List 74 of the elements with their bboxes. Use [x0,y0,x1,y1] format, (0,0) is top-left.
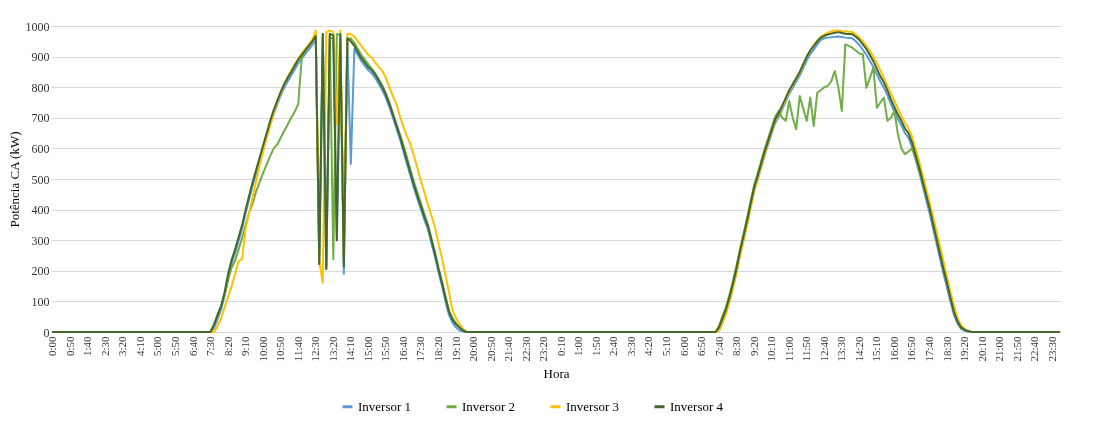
x-tick-label: 1:50 [589,336,602,357]
y-tick-label: 700 [31,111,50,126]
x-tick-label: 5:00 [151,336,164,357]
x-axis-title: Hora [543,365,570,381]
x-tick-label: 23:20 [537,336,550,362]
x-tick-label: 11:40 [291,336,304,362]
x-tick-label: 1:40 [81,336,94,357]
x-tick-label: 23:30 [1045,336,1058,362]
y-tick-label: 100 [31,294,50,309]
x-tick-label: 0:10 [554,336,567,357]
x-tick-label: 18:20 [432,336,445,362]
x-tick-label: 20:50 [484,336,497,362]
x-tick-label: 0:50 [63,336,76,357]
x-tick-label: 7:30 [204,336,217,357]
x-tick-label: 13:20 [326,336,339,362]
x-tick-label: 2:30 [98,336,111,357]
x-tick-label: 20:10 [975,336,988,362]
x-tick-label: 15:50 [379,336,392,362]
legend-label: Inversor 1 [358,398,412,414]
x-tick-label: 10:50 [274,336,287,362]
x-tick-label: 19:10 [449,336,462,362]
x-tick-label: 3:30 [624,336,637,357]
x-tick-label: 1:00 [572,336,585,357]
y-tick-label: 300 [31,233,50,248]
x-tick-label: 15:00 [361,336,374,362]
legend-label: Inversor 2 [462,398,516,414]
x-tick-label: 21:00 [993,336,1006,362]
x-tick-label: 6:50 [695,336,708,357]
x-tick-label: 12:30 [309,336,322,362]
x-tick-label: 14:10 [344,336,357,362]
x-tick-label: 10:00 [256,336,269,362]
x-tick-label: 7:40 [712,336,725,357]
x-tick-label: 4:10 [133,336,146,357]
x-tick-label: 17:40 [922,336,935,362]
x-tick-label: 11:00 [782,336,795,362]
legend-label: Inversor 3 [566,398,620,414]
x-tick-label: 11:50 [800,336,813,362]
x-tick-label: 16:00 [887,336,900,362]
y-tick-label: 200 [31,264,50,279]
y-tick-label: 400 [31,203,50,218]
x-tick-label: 14:20 [852,336,865,362]
x-tick-label: 21:50 [1010,336,1023,362]
x-tick-label: 20:00 [467,336,480,362]
x-tick-label: 8:30 [730,336,743,357]
x-tick-label: 19:20 [958,336,971,362]
x-tick-label: 10:10 [765,336,778,362]
x-tick-label: 6:40 [186,336,199,357]
x-tick-label: 5:10 [659,336,672,357]
y-tick-label: 900 [31,50,50,65]
x-tick-label: 9:20 [747,336,760,357]
x-tick-label: 22:40 [1028,336,1041,362]
x-tick-label: 9:10 [239,336,252,357]
x-tick-label: 3:20 [116,336,129,357]
x-tick-label: 12:40 [817,336,830,362]
x-tick-label: 13:30 [835,336,848,362]
y-tick-label: 1000 [25,19,50,34]
y-tick-label: 500 [31,172,50,187]
x-tick-label: 17:30 [414,336,427,362]
y-tick-label: 600 [31,141,50,156]
x-tick-label: 6:00 [677,336,690,357]
x-tick-label: 22:30 [519,336,532,362]
y-axis-title: Potência CA (kW) [6,131,22,228]
x-tick-label: 4:20 [642,336,655,357]
legend-label: Inversor 4 [670,398,724,414]
x-tick-label: 8:20 [221,336,234,357]
x-tick-label: 15:10 [870,336,883,362]
x-tick-label: 16:50 [905,336,918,362]
x-tick-label: 21:40 [502,336,515,362]
x-tick-label: 5:50 [169,336,181,357]
x-tick-label: 2:40 [607,336,620,357]
x-tick-label: 16:40 [396,336,409,362]
y-tick-label: 800 [31,80,50,95]
line-series [51,31,1061,333]
x-tick-label: 18:30 [940,336,953,362]
